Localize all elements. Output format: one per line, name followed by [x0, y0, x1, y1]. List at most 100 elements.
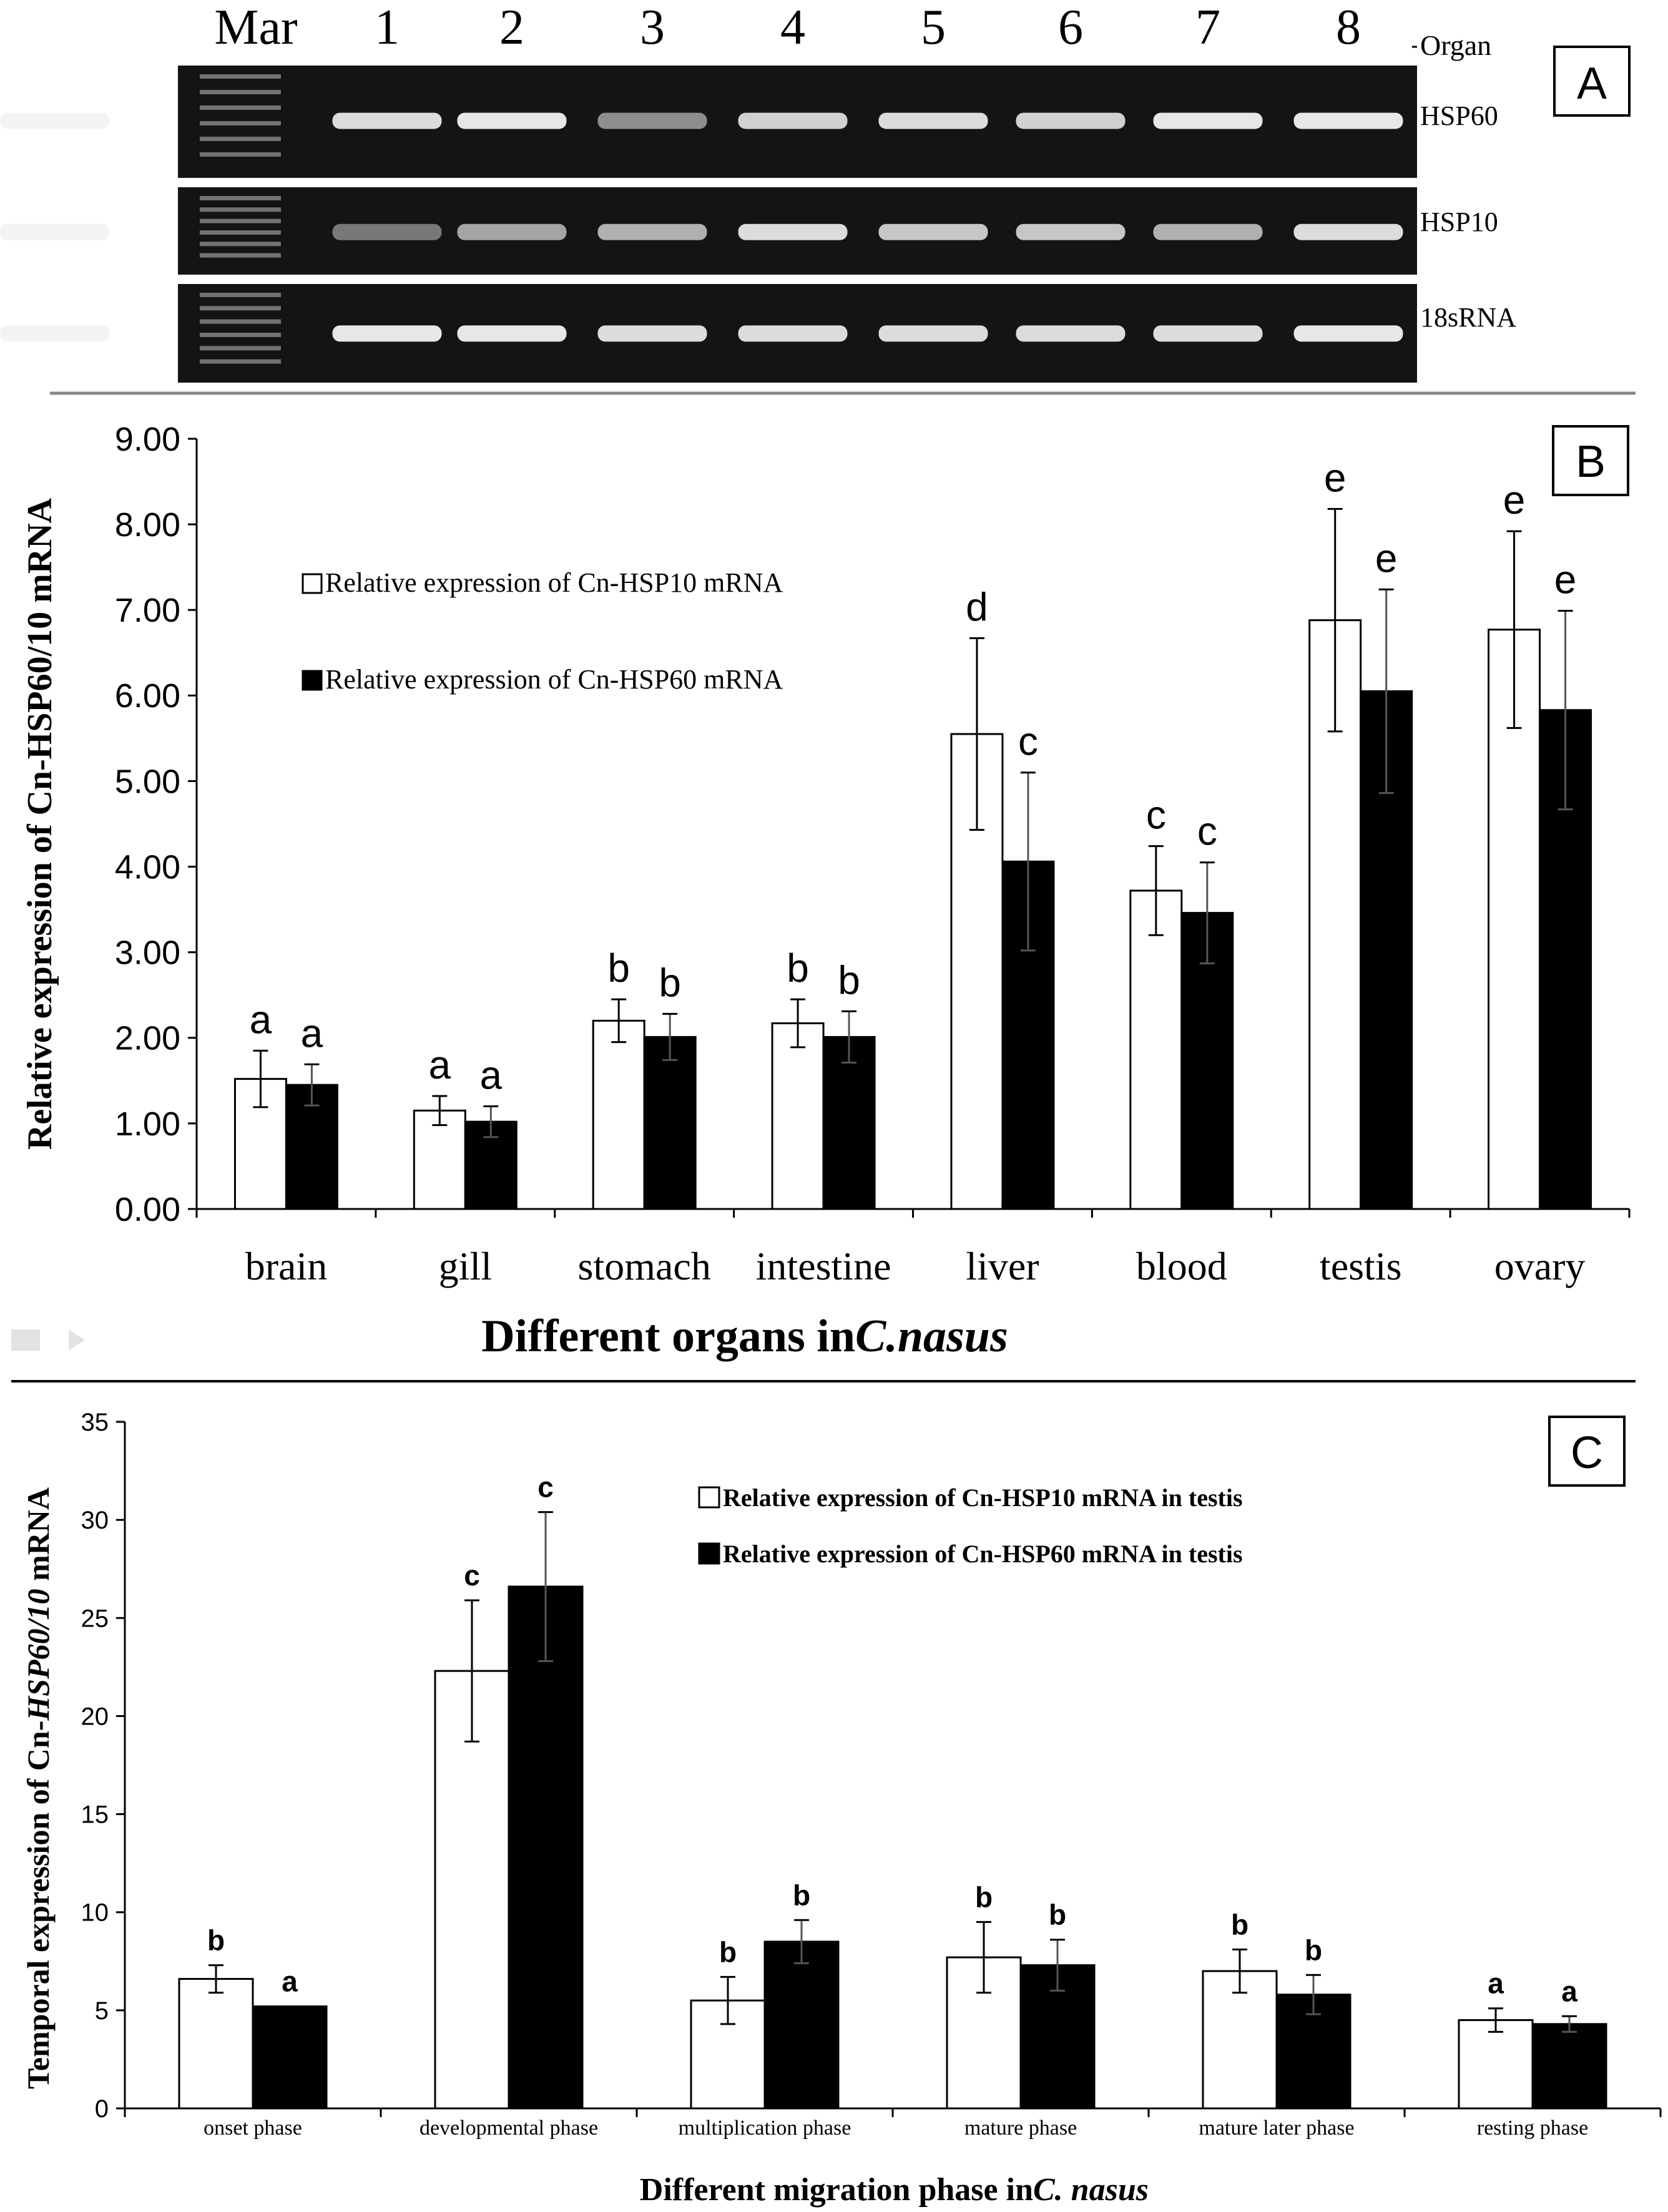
- y-tick-label: 20: [81, 1703, 109, 1730]
- panel-a-letter: A: [1577, 59, 1607, 109]
- y-tick-label: 5.00: [115, 763, 180, 800]
- y-tick-label: 15: [81, 1801, 109, 1829]
- gel-band: [597, 325, 707, 342]
- marker-ladder-band: [200, 90, 281, 94]
- panel-c-phase-chart: 0 5 10 15 20 25 30 35 onset phase b a developmental…: [21, 1409, 1662, 2208]
- bar-hsp10: [1458, 2019, 1534, 2110]
- gel-band: [597, 112, 707, 129]
- bar-hsp10: [1202, 1970, 1278, 2110]
- legend-label: Relative expression of Cn-HSP10 mRNA: [325, 567, 783, 598]
- marker-ladder-band: [200, 137, 281, 141]
- y-tick-label: 3.00: [115, 934, 180, 972]
- gel-band: [1016, 223, 1126, 240]
- significance-letter: a: [480, 1052, 503, 1097]
- gel-row-label: HSP60: [1420, 100, 1498, 131]
- gel-band: [332, 325, 442, 342]
- y-axis-title-italic: HSP60/10: [21, 1589, 56, 1721]
- y-tick-label: 35: [81, 1409, 109, 1436]
- gel-band: [597, 223, 707, 240]
- gel-band: [878, 223, 988, 240]
- gel-band: [1016, 325, 1126, 342]
- gel-band: [457, 325, 567, 342]
- panel-c-letter-box: [1548, 1416, 1626, 1487]
- gel-band: [1153, 112, 1263, 129]
- gel-band: [1293, 325, 1403, 342]
- significance-letter: e: [1554, 557, 1577, 602]
- x-tick-label: multiplication phase: [679, 2117, 851, 2140]
- significance-letter: a: [429, 1042, 451, 1087]
- significance-letter: e: [1503, 477, 1526, 522]
- gel-row-label: 18sRNA: [1420, 302, 1516, 333]
- bar-hsp60: [643, 1035, 697, 1210]
- y-tick-label: 2.00: [115, 1020, 180, 1057]
- x-tick-label: gill: [439, 1244, 492, 1288]
- organ-label: Organ: [1420, 29, 1491, 61]
- x-tick-label: liver: [966, 1244, 1039, 1288]
- marker-ladder-band: [200, 121, 281, 125]
- gel-band: [457, 223, 567, 240]
- bar-hsp10: [771, 1022, 825, 1210]
- bar-hsp60: [1531, 2023, 1607, 2110]
- legend-swatch: [698, 1542, 720, 1565]
- gel-band: [738, 325, 848, 342]
- legend-swatch: [698, 1486, 720, 1509]
- gel-band: [878, 112, 988, 129]
- significance-letter: b: [787, 946, 809, 991]
- gel-band: [1153, 223, 1263, 240]
- lane-label: 3: [640, 0, 665, 55]
- lane-label: 8: [1336, 0, 1361, 55]
- x-tick-label: mature phase: [964, 2117, 1077, 2140]
- marker-ladder-band: [200, 346, 281, 351]
- significance-letter: a: [250, 997, 272, 1042]
- bar-hsp60: [763, 1940, 840, 2110]
- bar-hsp60: [822, 1035, 876, 1210]
- marker-ladder-band: [200, 242, 281, 247]
- y-axis-title-suffix: mRNA: [21, 1487, 56, 1588]
- significance-letter: c: [464, 1559, 480, 1592]
- x-tick-label: brain: [245, 1244, 328, 1288]
- x-tick-label: testis: [1320, 1244, 1402, 1288]
- x-tick-label: onset phase: [204, 2117, 302, 2140]
- x-tick-label: intestine: [756, 1244, 891, 1288]
- marker-ladder-band: [200, 333, 281, 337]
- marker-ladder-band: [200, 230, 281, 235]
- faded-arrow-icon: [69, 1329, 85, 1351]
- y-tick-label: 9.00: [115, 421, 180, 458]
- marker-ladder-band: [200, 359, 281, 364]
- y-tick-label: 5: [95, 1997, 109, 2025]
- lane-label: Mar: [214, 0, 297, 55]
- significance-letter: b: [659, 960, 681, 1005]
- gel-band: [0, 325, 109, 342]
- significance-letter: c: [1197, 809, 1217, 854]
- x-tick-label: mature later phase: [1199, 2117, 1354, 2140]
- bar-hsp10: [413, 1109, 466, 1210]
- significance-letter: b: [607, 946, 630, 991]
- y-axis-title-prefix: Temporal expression of Cn-: [21, 1721, 56, 2089]
- legend-label: Relative expression of Cn-HSP10 mRNA in …: [723, 1484, 1243, 1512]
- significance-letter: d: [966, 584, 988, 629]
- significance-letter: b: [1049, 1899, 1066, 1931]
- panel-b-letter: B: [1576, 437, 1606, 487]
- legend-label: Relative expression of Cn-HSP60 mRNA in …: [723, 1540, 1243, 1568]
- marker-ladder-band: [200, 105, 281, 110]
- gel-band: [1293, 223, 1403, 240]
- marker-ladder-band: [200, 253, 281, 258]
- gel-row-label: HSP10: [1420, 207, 1498, 237]
- y-axis-title: Temporal expression of Cn-HSP60/10 mRNA: [21, 1487, 56, 2089]
- bar-hsp60: [508, 1585, 584, 2110]
- marker-ladder-band: [200, 196, 281, 200]
- gel-band: [1293, 112, 1403, 129]
- gel-band: [457, 112, 567, 129]
- x-tick-label: blood: [1136, 1244, 1227, 1288]
- panel-a-letter-box: [1553, 46, 1631, 117]
- significance-letter: a: [1561, 1975, 1577, 2007]
- x-axis-title-species: C. nasus: [1033, 2172, 1149, 2208]
- gel-band: [332, 223, 442, 240]
- gel-band: [1016, 112, 1126, 129]
- x-axis-title: Different migration phase in: [640, 2172, 1033, 2208]
- y-tick-label: 10: [81, 1899, 109, 1927]
- y-tick-label: 0: [95, 2095, 109, 2123]
- significance-letter: b: [207, 1924, 225, 1957]
- legend-label: Relative expression of Cn-HSP60 mRNA: [325, 664, 783, 695]
